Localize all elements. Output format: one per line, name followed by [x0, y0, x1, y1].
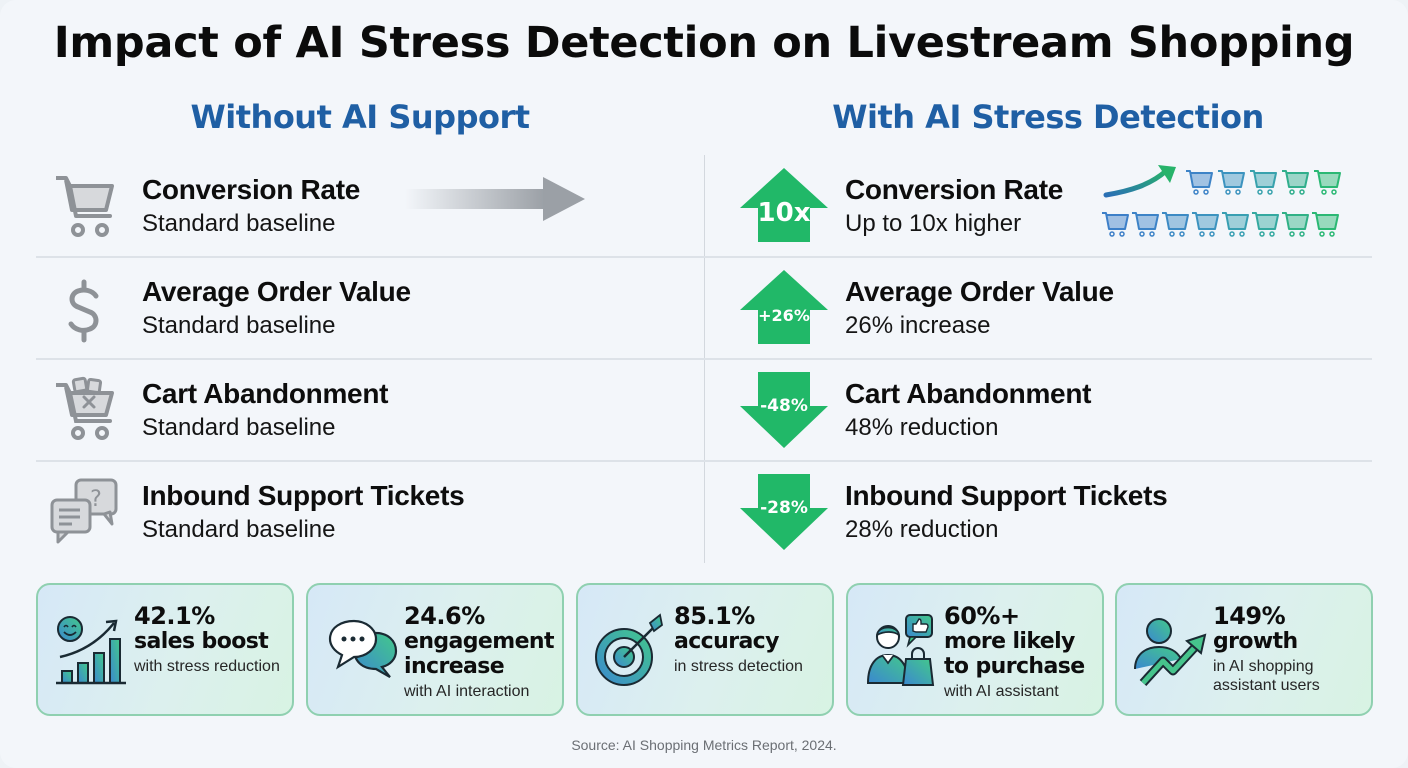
- growth-chart-smiley-icon: [56, 616, 126, 685]
- support-chat-icon: ?: [50, 478, 118, 544]
- stat-card: 85.1% accuracy in stress detection: [576, 583, 834, 716]
- stat-sub: with AI assistant: [944, 683, 1059, 700]
- decrease-arrow-badge: -48%: [738, 370, 830, 450]
- chat-bubbles-icon: [328, 619, 398, 678]
- page-title: Impact of AI Stress Detection on Livestr…: [53, 18, 1355, 68]
- metric-subtitle: 26% increase: [845, 312, 991, 339]
- metric-title: Cart Abandonment: [845, 378, 1092, 409]
- metric-title: Average Order Value: [142, 276, 411, 307]
- source-note: Source: AI Shopping Metrics Report, 2024…: [571, 737, 837, 753]
- stat-text: 149% growth in AI shopping assistant use…: [1213, 603, 1373, 695]
- stat-value: 24.6%: [404, 602, 485, 630]
- metric-subtitle: Standard baseline: [142, 312, 336, 339]
- arrow-up-icon: [740, 270, 828, 344]
- row-divider: [36, 460, 1372, 462]
- badge-label: +26%: [758, 306, 810, 325]
- stat-text: 85.1% accuracy in stress detection: [674, 603, 834, 676]
- stat-sub: in stress detection: [674, 658, 803, 675]
- metric-title: Inbound Support Tickets: [845, 480, 1168, 511]
- cart-abandon-icon: [56, 376, 114, 440]
- metric-subtitle: Up to 10x higher: [845, 210, 1022, 237]
- metric-subtitle: Standard baseline: [142, 210, 336, 237]
- stat-card: 42.1% sales boost with stress reduction: [36, 583, 294, 716]
- decrease-arrow-badge: -28%: [738, 472, 830, 552]
- stat-sub: with stress reduction: [134, 658, 280, 675]
- svg-text:?: ?: [90, 487, 102, 512]
- stat-value: 149%: [1213, 602, 1286, 630]
- badge-label: -48%: [760, 396, 808, 416]
- stat-label: sales boost: [134, 629, 269, 654]
- stat-sub: in AI shopping assistant users: [1213, 658, 1320, 694]
- badge-label: 10x: [757, 198, 811, 228]
- stat-card: 60%+ more likely to purchase with AI ass…: [846, 583, 1104, 716]
- with-ai-heading: With AI Stress Detection: [832, 98, 1264, 136]
- shopping-cart-icon: [56, 176, 114, 237]
- metric-title: Inbound Support Tickets: [142, 480, 465, 511]
- stat-value: 42.1%: [134, 602, 215, 630]
- increase-arrow-badge: +26%: [738, 268, 830, 348]
- dollar-sign-icon: [68, 279, 99, 343]
- stat-text: 60%+ more likely to purchase with AI ass…: [944, 603, 1104, 701]
- arrow-down-icon: [740, 372, 828, 448]
- arrow-down-icon: [740, 474, 828, 550]
- row-divider: [36, 256, 1372, 258]
- shopper-thumbs-up-icon: [866, 614, 935, 686]
- stat-sub: with AI interaction: [404, 683, 530, 700]
- stat-label: more likely to purchase: [944, 629, 1085, 679]
- stat-card: 149% growth in AI shopping assistant use…: [1115, 583, 1373, 716]
- metric-subtitle: Standard baseline: [142, 516, 336, 543]
- target-icon: [595, 613, 663, 686]
- stat-label: growth: [1213, 629, 1298, 654]
- neutral-arrow-icon: [405, 177, 585, 221]
- arrow-up-icon: [740, 168, 828, 242]
- row-divider: [36, 358, 1372, 360]
- user-growth-icon: [1134, 618, 1207, 687]
- increase-arrow-badge: 10x: [738, 166, 830, 246]
- stat-label: accuracy: [674, 629, 779, 654]
- metric-title: Conversion Rate: [845, 174, 1063, 205]
- metric-title: Average Order Value: [845, 276, 1114, 307]
- metric-title: Cart Abandonment: [142, 378, 389, 409]
- stat-value: 60%+: [944, 602, 1020, 630]
- metric-subtitle: 48% reduction: [845, 414, 999, 441]
- stat-text: 42.1% sales boost with stress reduction: [134, 603, 294, 676]
- cart-growth-icon: [1101, 165, 1341, 237]
- metric-title: Conversion Rate: [142, 174, 360, 205]
- stat-text: 24.6% engagement increase with AI intera…: [404, 603, 564, 701]
- stat-card: 24.6% engagement increase with AI intera…: [306, 583, 564, 716]
- stat-value: 85.1%: [674, 602, 755, 630]
- badge-label: -28%: [760, 498, 808, 518]
- stat-label: engagement increase: [404, 629, 554, 679]
- without-ai-heading: Without AI Support: [190, 98, 530, 136]
- metric-subtitle: 28% reduction: [845, 516, 999, 543]
- metric-subtitle: Standard baseline: [142, 414, 336, 441]
